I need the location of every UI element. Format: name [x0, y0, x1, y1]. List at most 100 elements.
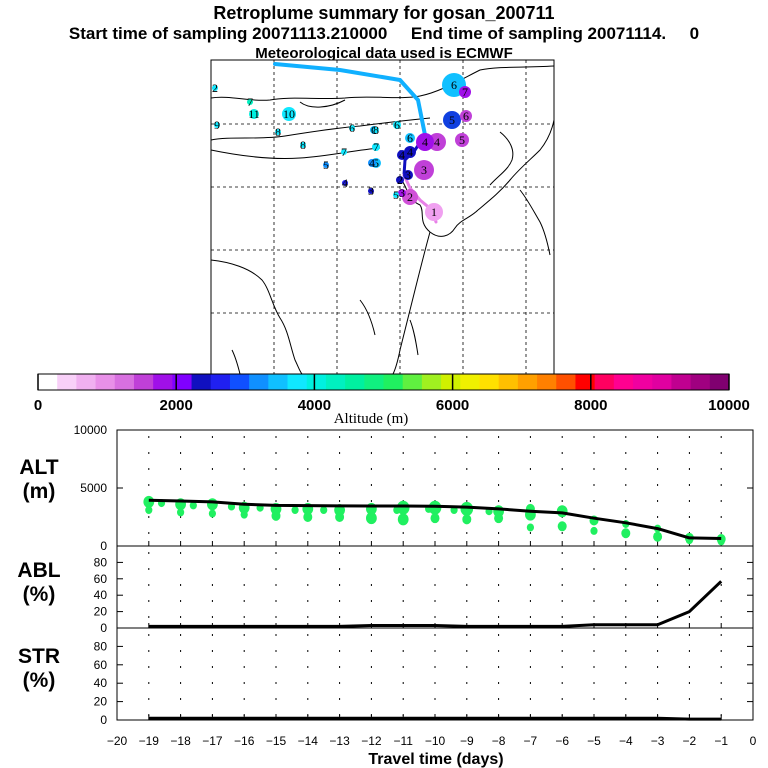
trajectory-marker-label: 9: [214, 118, 220, 132]
series-line: [148, 580, 723, 628]
chart-title: Retroplume summary for gosan_200711: [213, 3, 555, 23]
x-tick-label: −10: [425, 734, 446, 748]
trajectory-marker-label: 4: [422, 135, 428, 149]
colorbar-swatch: [38, 374, 58, 390]
colorbar-tick-label: 6000: [436, 397, 469, 414]
altitude-point: [494, 513, 504, 524]
trajectory-marker: [282, 107, 296, 121]
trajectory-marker: [349, 125, 355, 131]
y-tick-label: 0: [100, 539, 107, 553]
colorbar-tick-label: 4000: [298, 397, 331, 414]
trajectory-marker: [247, 99, 253, 105]
x-tick-label: −11: [393, 734, 413, 748]
altitude-point: [366, 512, 377, 525]
colorbar-label: Altitude (m): [334, 411, 409, 427]
x-tick-label: −9: [460, 734, 474, 748]
trajectory-marker: [323, 162, 329, 168]
trajectory-marker-label: 6: [349, 121, 355, 135]
series-line: [148, 716, 722, 721]
trajectory-marker: [249, 109, 259, 119]
panel-label-top: ABL: [17, 559, 60, 582]
x-tick-label: −5: [587, 734, 601, 748]
trajectory-marker-label: 1: [431, 205, 437, 219]
x-tick-label: −7: [524, 734, 538, 748]
panel-frame: [116, 545, 754, 629]
trajectory-marker-label: 3: [399, 186, 405, 200]
x-tick-label: −2: [683, 734, 697, 748]
x-tick-label: −6: [555, 734, 569, 748]
x-tick-label: −3: [651, 734, 665, 748]
trajectory-marker-label: 5: [393, 188, 399, 202]
trajectory-marker-label: 2: [407, 190, 413, 204]
colorbar-swatch: [517, 374, 538, 390]
altitude-point: [653, 531, 663, 542]
x-tick-label: −14: [298, 734, 319, 748]
colorbar-swatch: [479, 374, 500, 390]
trajectory-marker: [372, 143, 380, 151]
trajectory-marker-label: 10: [283, 107, 295, 121]
trajectory-marker-label: 7: [247, 95, 253, 109]
trajectory-marker-label: 3: [405, 168, 411, 182]
altitude-point: [396, 500, 410, 515]
trajectory-marker-label: 8: [275, 125, 281, 139]
trajectory-marker-label: 7: [462, 85, 468, 99]
panel-str: 80 60 40 20 0 STR(%): [18, 627, 754, 727]
colorbar-swatch: [613, 374, 634, 390]
trajectory-marker: [300, 142, 306, 148]
altitude-point: [240, 510, 248, 519]
trajectory-marker-label: 4: [369, 156, 375, 170]
trajectory-marker-label: 6: [463, 109, 469, 123]
colorbar-swatch: [671, 374, 692, 390]
trajectory-marker-label: 6: [394, 118, 400, 132]
altitude-point: [303, 512, 313, 522]
y-tick-label: 0: [100, 621, 107, 635]
trajectory-marker: [341, 149, 347, 155]
colorbar-swatch: [153, 374, 173, 390]
trajectory-marker: [416, 133, 434, 151]
colorbar-swatch: [57, 374, 77, 390]
y-tick-label: 60: [94, 572, 108, 586]
x-tick-label: −19: [139, 734, 160, 748]
trajectory-marker-label: 5: [449, 113, 455, 127]
trajectory-marker-label: 5: [323, 158, 329, 172]
y-tick-label: 60: [94, 658, 108, 672]
colorbar-swatch: [575, 374, 596, 390]
panel-frame: [116, 627, 754, 721]
trajectory-map: 1234455676443236657610117892864534875: [210, 59, 555, 375]
x-tick-label: −20: [107, 734, 128, 748]
panel-label-top: ALT: [19, 456, 58, 479]
time-series-panels: 1000050000ALT(m)806040200ABL(%)806040200…: [17, 423, 756, 768]
y-tick-label: 80: [94, 639, 108, 653]
panel-abl: 80 60 40 20 0 ABL(%): [17, 545, 754, 635]
altitude-point: [145, 506, 153, 515]
trajectory-marker: [425, 203, 443, 221]
trajectory-marker: [393, 121, 401, 129]
trajectory-marker: [342, 180, 348, 186]
sampling-times: Start time of sampling 20071113.210000 E…: [68, 24, 700, 43]
colorbar-swatch: [306, 374, 327, 390]
panel-label-bottom: (%): [23, 583, 56, 606]
trajectory-marker-label: 4: [434, 135, 440, 149]
trajectory-marker: [368, 188, 374, 194]
altitude-point: [177, 508, 185, 517]
colorbar-swatch: [133, 374, 154, 390]
x-tick-label: 0: [750, 734, 757, 748]
colorbar-swatch: [690, 374, 711, 390]
x-tick-label: −18: [170, 734, 191, 748]
x-tick-label: −17: [202, 734, 223, 748]
trajectory-marker: [398, 189, 406, 197]
trajectory-marker-label: 5: [459, 133, 465, 147]
colorbar-swatch: [498, 374, 519, 390]
trajectory-marker-label: 8: [300, 138, 306, 152]
trajectory-markers: 1234455676443236657610117892864534875: [212, 73, 472, 221]
colorbar-swatch: [95, 374, 116, 390]
trajectory-marker: [403, 170, 413, 180]
x-tick-label: −16: [234, 734, 255, 748]
altitude-point: [460, 501, 474, 516]
colorbar-swatch: [76, 374, 96, 390]
colorbar-swatch: [594, 374, 615, 390]
y-tick-label: 20: [94, 605, 108, 619]
panel-label-bottom: (%): [23, 669, 56, 692]
altitude-point: [271, 510, 281, 521]
altitude-point: [590, 526, 598, 535]
